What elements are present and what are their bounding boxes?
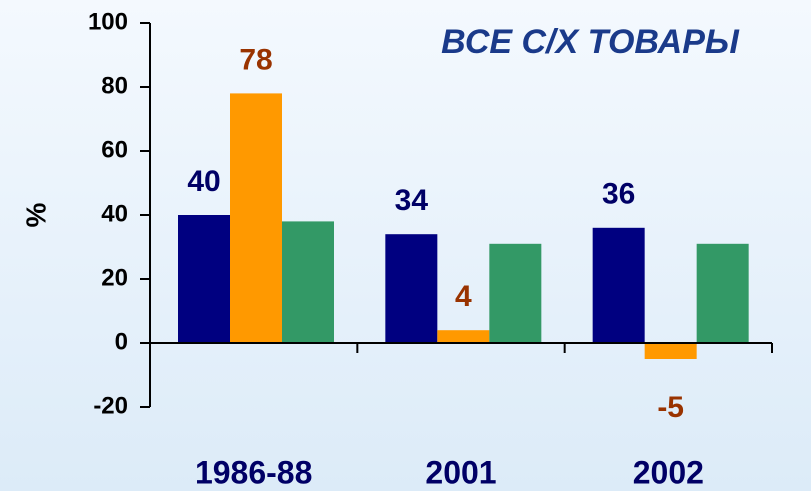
y-tick-label: 60: [101, 136, 128, 163]
bar: [644, 343, 697, 359]
y-tick-label: 40: [101, 200, 128, 227]
data-label: 40: [187, 165, 220, 198]
data-label: 36: [602, 178, 635, 211]
bar: [230, 93, 282, 344]
y-tick-label: -20: [93, 392, 128, 419]
bar: [385, 234, 438, 343]
y-tick-label: 80: [101, 72, 128, 99]
data-label: 78: [239, 43, 272, 76]
y-tick-label: 20: [101, 264, 128, 291]
x-tick-label: 1986-88: [195, 454, 312, 490]
bar: [696, 243, 749, 343]
bar: [282, 221, 334, 343]
x-tick-label: 2001: [425, 454, 496, 490]
data-label: 34: [395, 184, 429, 217]
data-label: 4: [455, 280, 472, 313]
chart-title: ВСЕ С/Х ТОВАРЫ: [441, 23, 740, 61]
data-label: -5: [657, 391, 684, 424]
bar: [437, 330, 490, 343]
y-axis-label: %: [20, 202, 51, 227]
x-tick-label: 2002: [633, 454, 704, 490]
y-tick-label: 100: [88, 8, 128, 35]
bar: [592, 227, 645, 343]
bar: [489, 243, 542, 343]
bar: [178, 215, 230, 343]
y-tick-label: 0: [115, 328, 128, 355]
